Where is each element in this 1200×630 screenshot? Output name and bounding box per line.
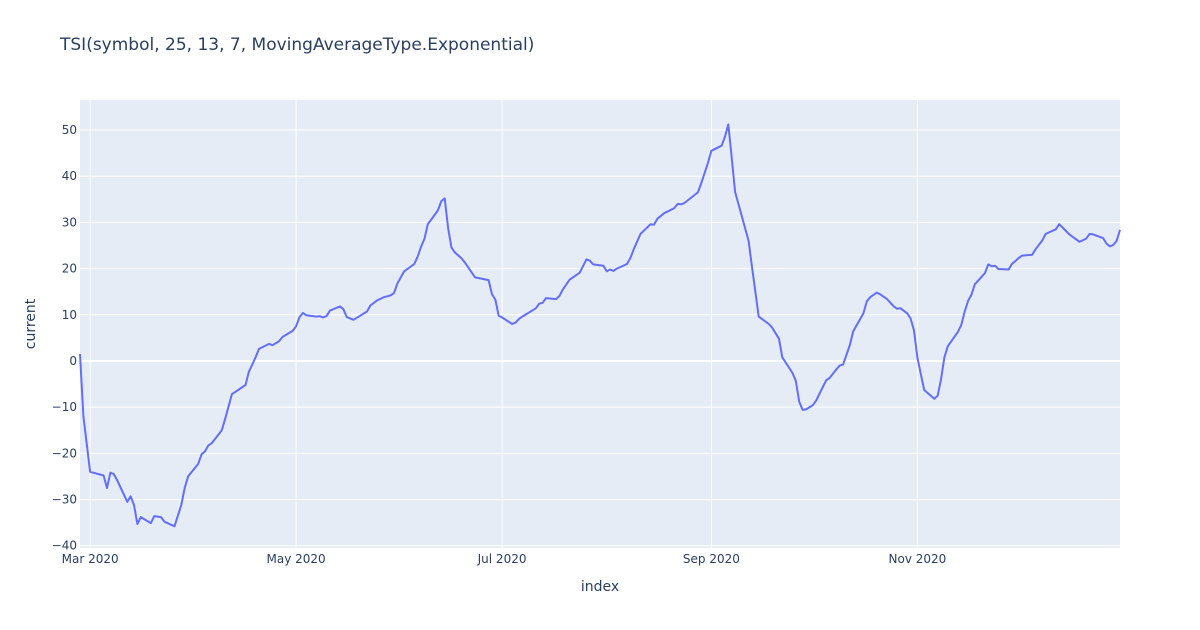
x-tick-label: Nov 2020	[889, 552, 947, 566]
x-axis-title: index	[581, 579, 619, 595]
y-tick-label: 50	[62, 123, 77, 137]
x-tick-label: Mar 2020	[62, 552, 119, 566]
y-tick-label: 40	[62, 169, 77, 183]
y-tick-label: −30	[52, 493, 77, 507]
y-tick-label: −40	[52, 539, 77, 553]
y-gridlines	[80, 129, 1120, 547]
plot-area	[80, 100, 1120, 548]
y-tick-label: 10	[62, 308, 77, 322]
y-tick-labels: −40 −30 −20 −10 0 10 20 30 40 50	[52, 123, 77, 553]
chart-title: TSI(symbol, 25, 13, 7, MovingAverageType…	[59, 35, 534, 55]
y-tick-label: −10	[52, 400, 77, 414]
x-tick-label: May 2020	[267, 552, 326, 566]
y-tick-label: −20	[52, 446, 77, 460]
y-tick-label: 20	[62, 262, 77, 276]
y-tick-label: 0	[69, 354, 77, 368]
series-layer	[79, 123, 1121, 528]
series-line	[79, 123, 1121, 528]
x-tick-label: Sep 2020	[683, 552, 740, 566]
y-axis-title: current	[23, 298, 39, 349]
x-tick-labels: Mar 2020 May 2020 Jul 2020 Sep 2020 Nov 2020	[62, 552, 947, 566]
x-tick-label: Jul 2020	[477, 552, 527, 566]
y-tick-label: 30	[62, 215, 77, 229]
